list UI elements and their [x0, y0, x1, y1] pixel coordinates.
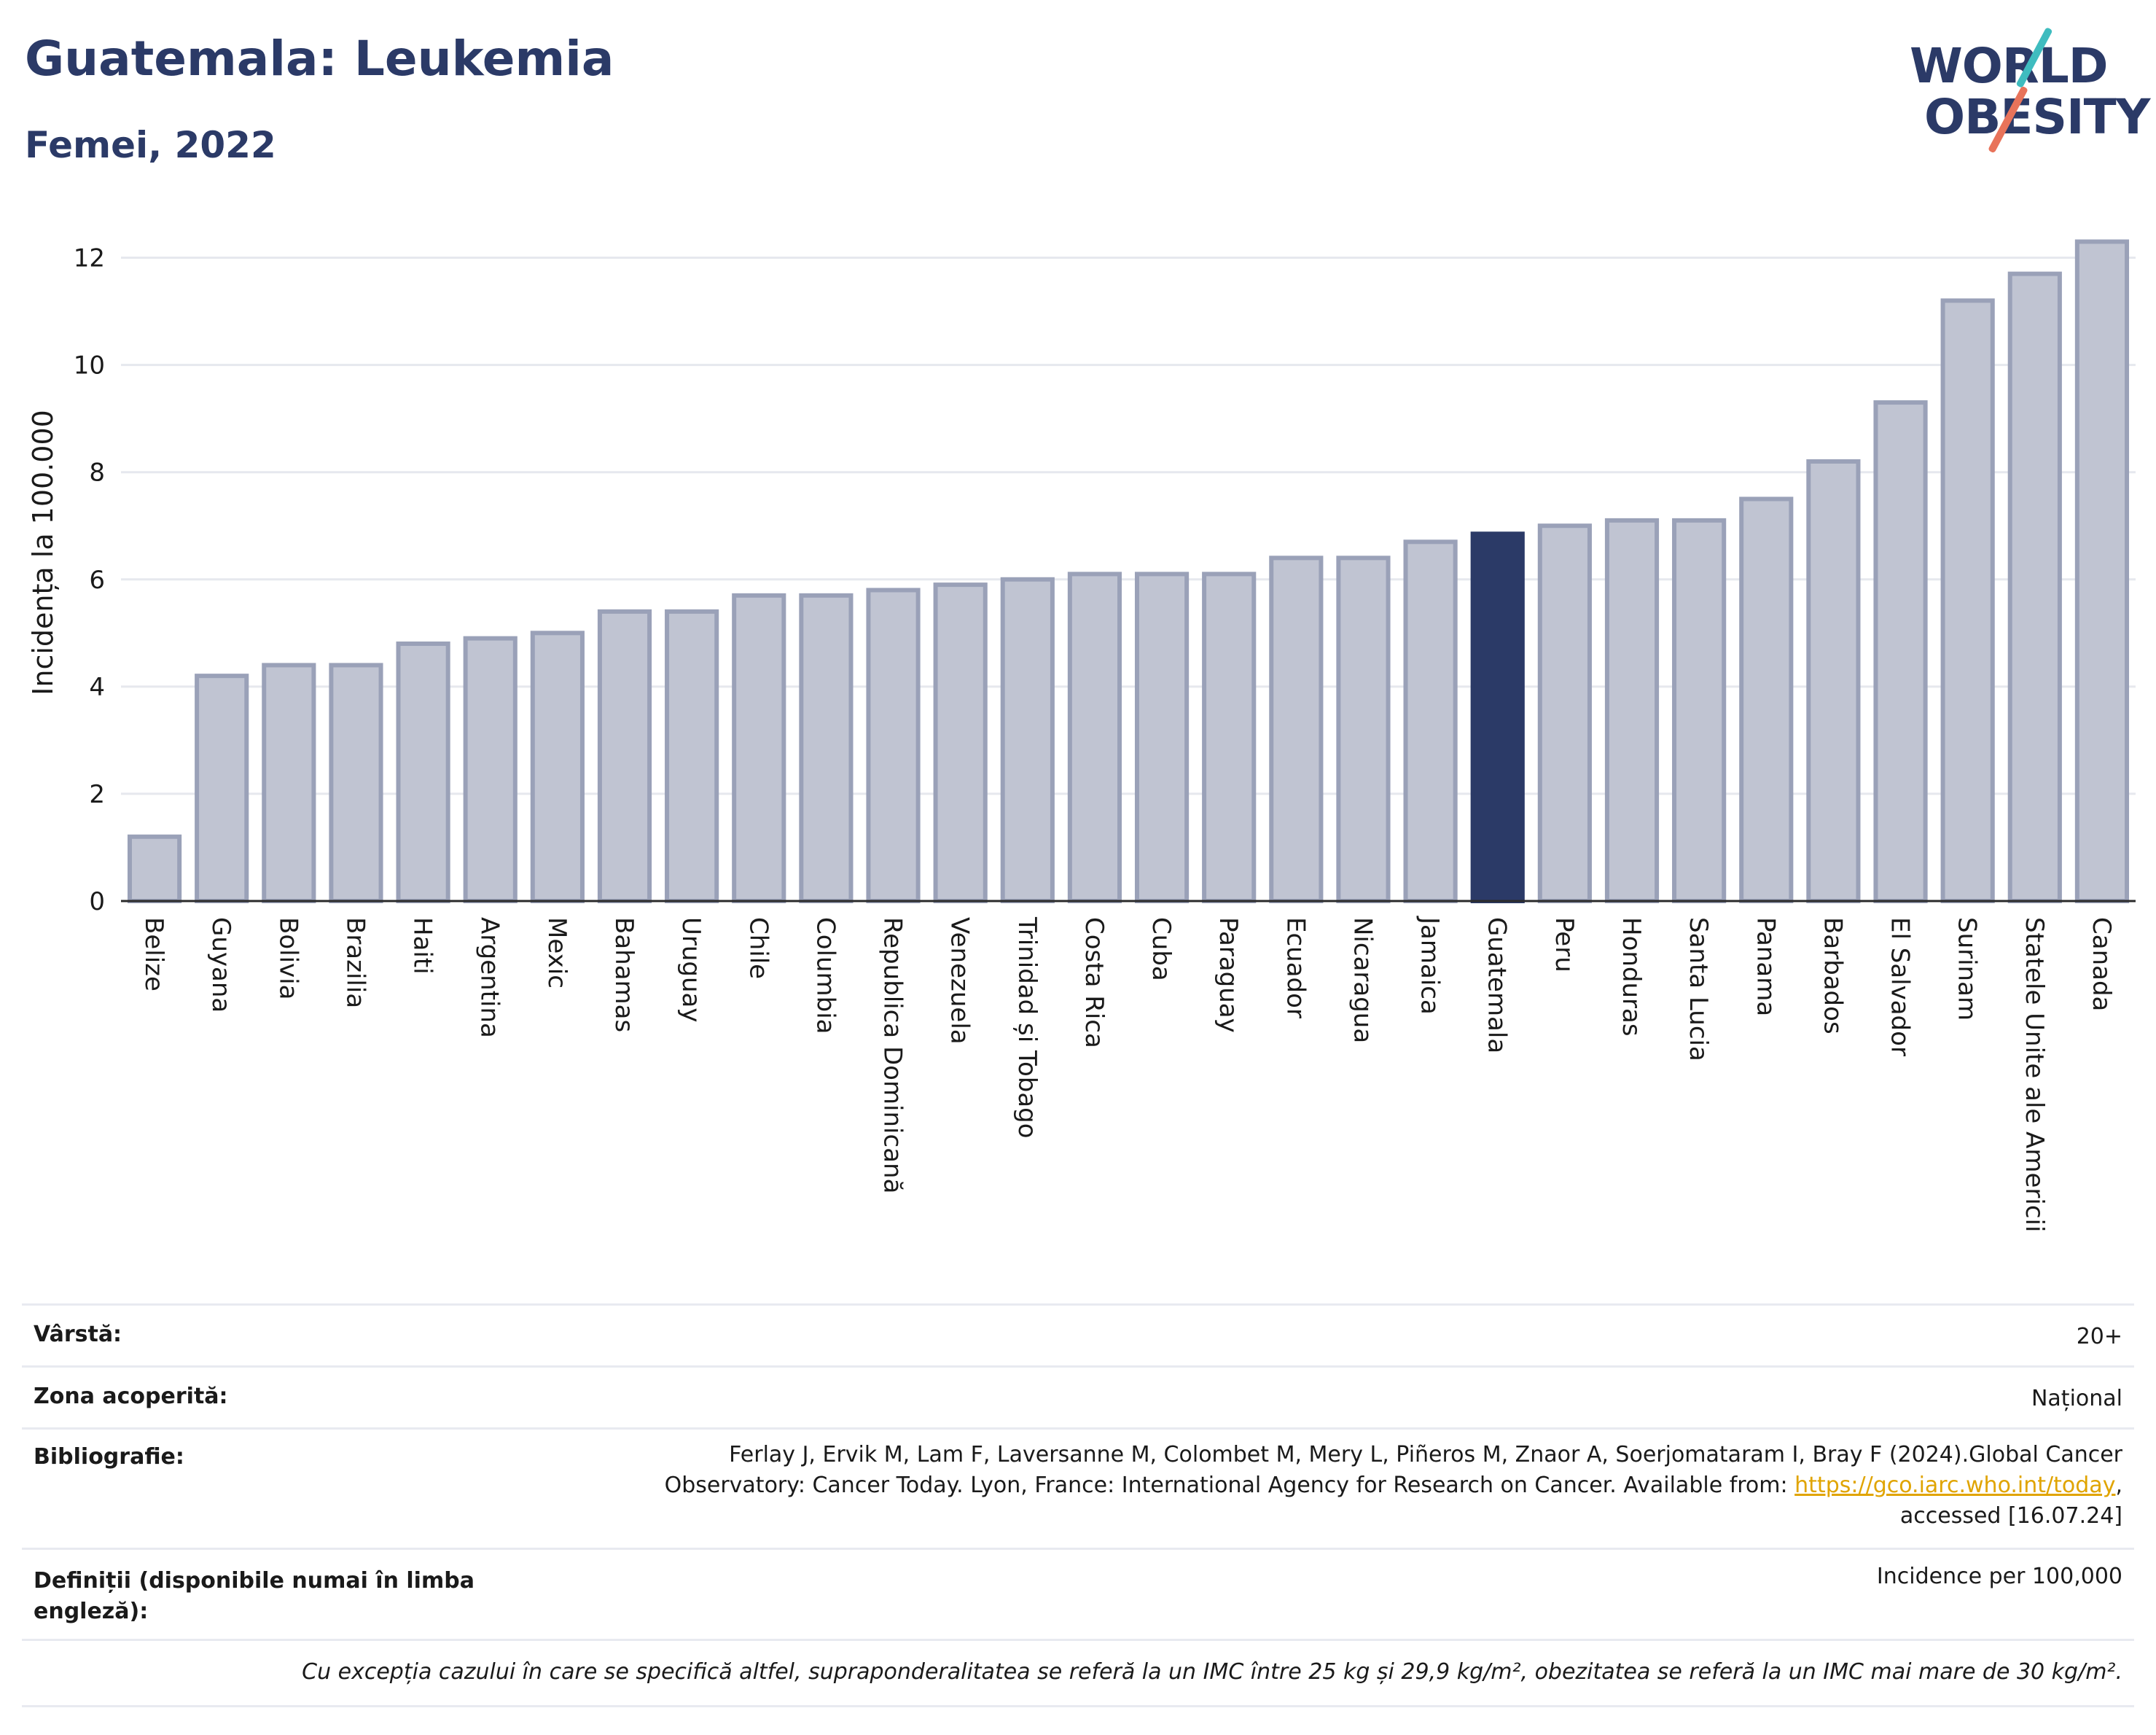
bar-highlight	[1470, 531, 1525, 903]
x-tick-label: Nicaragua	[1348, 917, 1377, 1043]
x-tick-label: Peru	[1550, 917, 1579, 972]
bar	[933, 582, 988, 903]
bar	[1739, 496, 1794, 903]
bibliography-value: Ferlay J, Ervik M, Lam F, Laversanne M, …	[446, 1440, 2122, 1532]
x-tick-label: Ecuador	[1281, 917, 1310, 1018]
bar	[2074, 239, 2130, 903]
bibliography-line-2-end: ,	[2115, 1473, 2122, 1498]
x-tick-label: Guatemala	[1483, 917, 1512, 1053]
meta-row-coverage: Zona acoperită: Național	[22, 1365, 2134, 1427]
x-tick-label: Paraguay	[1214, 917, 1243, 1033]
bar	[597, 609, 652, 904]
bibliography-line-2-text: Observatory: Cancer Today. Lyon, France:…	[664, 1473, 1795, 1498]
y-tick-label: 12	[74, 244, 105, 273]
x-tick-label: Barbados	[1818, 917, 1847, 1034]
logo-line-2: OBESITY	[1924, 89, 2150, 145]
x-tick-label: Belize	[139, 917, 168, 991]
x-tick-label: Venezuela	[945, 917, 975, 1045]
x-tick-label: Brazilia	[340, 917, 370, 1008]
bar	[195, 674, 249, 904]
bar	[530, 631, 585, 903]
definitions-value: Incidence per 100,000	[1876, 1564, 2122, 1589]
bar	[1806, 459, 1861, 903]
bar	[799, 593, 854, 903]
x-tick-label: Costa Rica	[1079, 917, 1109, 1048]
bar	[396, 642, 450, 903]
bar	[1202, 572, 1257, 904]
x-tick-label: Surinam	[1953, 917, 1982, 1021]
x-tick-label: Trinidad și Tobago	[1012, 916, 1042, 1139]
x-tick-label: Canada	[2087, 917, 2116, 1011]
y-tick-label: 0	[89, 887, 105, 916]
world-obesity-logo: WORLD OBESITY	[1895, 20, 2150, 159]
bar	[2007, 271, 2062, 904]
bar	[866, 588, 921, 903]
bar	[1067, 572, 1122, 904]
x-tick-label: El Salvador	[1886, 917, 1915, 1056]
bar	[329, 663, 383, 904]
bar	[732, 593, 786, 903]
page-title: Guatemala: Leukemia	[25, 31, 614, 87]
meta-row-note: Cu excepția cazului în care se specifică…	[22, 1639, 2134, 1707]
coverage-value: Național	[2031, 1386, 2122, 1411]
bibliography-link[interactable]: https://gco.iarc.who.int/today	[1794, 1473, 2116, 1498]
bar	[1000, 577, 1055, 903]
x-tick-label: Cuba	[1147, 917, 1176, 981]
bibliography-line-2: Observatory: Cancer Today. Lyon, France:…	[446, 1470, 2122, 1501]
bar	[127, 834, 182, 903]
x-tick-label: Haiti	[408, 917, 437, 975]
x-tick-label: Guyana	[206, 917, 235, 1013]
x-tick-label: Columbia	[811, 917, 840, 1034]
bar	[262, 663, 316, 904]
x-tick-label: Jamaica	[1415, 916, 1445, 1015]
bar	[1604, 518, 1660, 903]
bar	[1336, 555, 1391, 903]
x-tick-label: Chile	[743, 917, 773, 979]
bar	[1403, 539, 1458, 903]
y-tick-label: 2	[89, 780, 105, 809]
meta-row-bibliography: Bibliografie: Ferlay J, Ervik M, Lam F, …	[22, 1427, 2134, 1548]
x-tick-label: Santa Lucia	[1684, 917, 1713, 1061]
y-tick-label: 10	[74, 351, 105, 381]
age-value: 20+	[2076, 1324, 2122, 1349]
bar	[463, 636, 517, 904]
metadata-table: Vârstă: 20+ Zona acoperită: Național Bib…	[22, 1303, 2134, 1707]
x-tick-label: Uruguay	[676, 917, 706, 1023]
bar-chart: 0 2 4 6 8 10 12 Incidența la 100.000 Belize Guyan…	[27, 239, 2136, 1232]
meta-row-definitions: Definiții (disponibile numai în limba en…	[22, 1548, 2134, 1639]
bar	[1537, 523, 1592, 903]
page-subtitle: Femei, 2022	[25, 124, 276, 166]
bibliography-label: Bibliografie:	[34, 1444, 184, 1470]
x-tick-label: Honduras	[1617, 917, 1646, 1037]
bar	[1672, 518, 1727, 903]
definitions-label: Definiții (disponibile numai în limba en…	[34, 1568, 474, 1624]
footnote: Cu excepția cazului în care se specifică…	[302, 1659, 2122, 1685]
x-tick-label: Bahamas	[609, 917, 638, 1032]
x-tick-label: Statele Unite ale Americii	[2020, 917, 2049, 1232]
bar	[1134, 572, 1190, 904]
age-label: Vârstă:	[34, 1322, 122, 1347]
x-tick-label: Panama	[1751, 917, 1780, 1016]
bar	[1269, 555, 1324, 903]
coverage-label: Zona acoperită:	[34, 1384, 228, 1409]
y-tick-label: 6	[89, 566, 105, 595]
y-tick-label: 8	[89, 459, 105, 488]
bibliography-line-3: accessed [16.07.24]	[1899, 1503, 2122, 1529]
bar	[1873, 400, 1928, 904]
y-axis-label: Incidența la 100.000	[27, 410, 59, 695]
bibliography-line-1: Ferlay J, Ervik M, Lam F, Laversanne M, …	[729, 1442, 2122, 1467]
bar	[665, 609, 719, 904]
x-tick-label: Republica Dominicană	[878, 917, 907, 1193]
x-tick-label: Bolivia	[273, 917, 302, 999]
x-tick-label: Mexic	[542, 917, 571, 989]
y-tick-label: 4	[89, 673, 105, 702]
logo-line-1: WORLD	[1910, 38, 2109, 94]
bar	[1940, 298, 1995, 904]
x-tick-label: Argentina	[475, 917, 504, 1038]
meta-row-age: Vârstă: 20+	[22, 1303, 2134, 1365]
